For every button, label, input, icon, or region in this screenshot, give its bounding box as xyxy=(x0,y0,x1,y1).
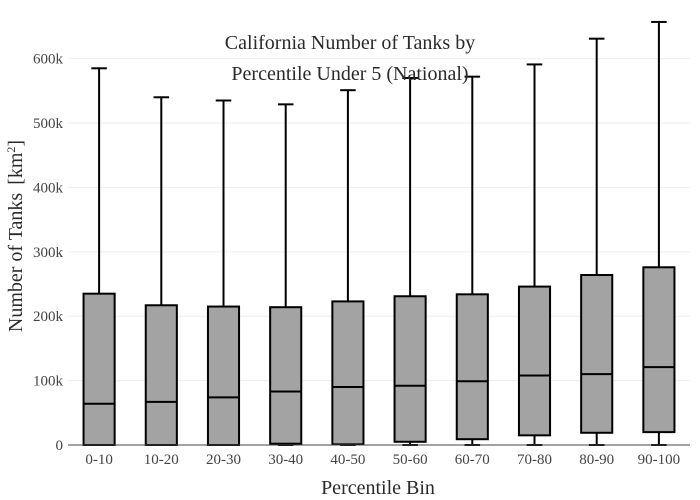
y-tick-label: 300k xyxy=(33,245,64,261)
x-tick-label: 20-30 xyxy=(206,452,241,468)
iqr-box xyxy=(206,305,241,447)
box-40-50 xyxy=(331,89,365,446)
box-series xyxy=(82,20,676,447)
y-tick-label: 0 xyxy=(56,438,64,454)
iqr-box xyxy=(517,285,552,437)
box-20-30 xyxy=(206,99,241,447)
y-tick-label: 600k xyxy=(33,52,64,68)
x-tick-label: 50-60 xyxy=(393,452,428,468)
x-tick-label: 80-90 xyxy=(579,452,614,468)
x-tick-label: 40-50 xyxy=(330,452,365,468)
box-0-10 xyxy=(82,67,116,447)
y-axis-title: Number of Tanks [km2] xyxy=(4,140,27,332)
y-axis-title-unit-close: ] xyxy=(5,140,27,147)
y-tick-label: 200k xyxy=(33,309,64,325)
iqr-box xyxy=(82,292,116,447)
x-tick-label: 0-10 xyxy=(85,452,113,468)
box-60-70 xyxy=(455,75,489,446)
iqr-box xyxy=(393,295,427,443)
iqr-box xyxy=(269,306,303,445)
iqr-box xyxy=(455,293,489,441)
box-50-60 xyxy=(393,76,427,446)
box-80-90 xyxy=(580,37,614,446)
y-axis-title-unit: [km xyxy=(5,152,27,185)
box-10-20 xyxy=(144,96,178,446)
iqr-box xyxy=(144,304,178,446)
x-tick-label: 30-40 xyxy=(268,452,303,468)
x-tick-label: 10-20 xyxy=(144,452,179,468)
iqr-box xyxy=(642,266,676,434)
y-tick-label: 500k xyxy=(33,116,64,132)
iqr-box xyxy=(580,274,614,434)
x-axis-title: Percentile Bin xyxy=(321,477,435,499)
y-axis-title-main: Number of Tanks xyxy=(5,193,27,333)
x-tick-label: 70-80 xyxy=(517,452,552,468)
x-tick-label: 90-100 xyxy=(638,452,681,468)
y-axis-ticks: 0 100k 200k 300k 400k 500k 600k xyxy=(33,52,64,454)
y-tick-label: 100k xyxy=(33,374,64,390)
y-tick-label: 400k xyxy=(33,180,64,196)
iqr-box xyxy=(331,300,365,446)
y-axis-title-unit-superscript: 2 xyxy=(4,147,18,153)
chart-title-line-2: Percentile Under 5 (National) xyxy=(231,63,468,85)
box-30-40 xyxy=(269,103,303,446)
x-tick-label: 60-70 xyxy=(455,452,490,468)
box-90-100 xyxy=(642,20,676,446)
chart-title-line-1: California Number of Tanks by xyxy=(225,32,475,54)
x-axis-ticks: 0-10 10-20 20-30 30-40 40-50 50-60 60-70 70-80 8… xyxy=(85,452,680,468)
box-70-80 xyxy=(517,63,552,446)
